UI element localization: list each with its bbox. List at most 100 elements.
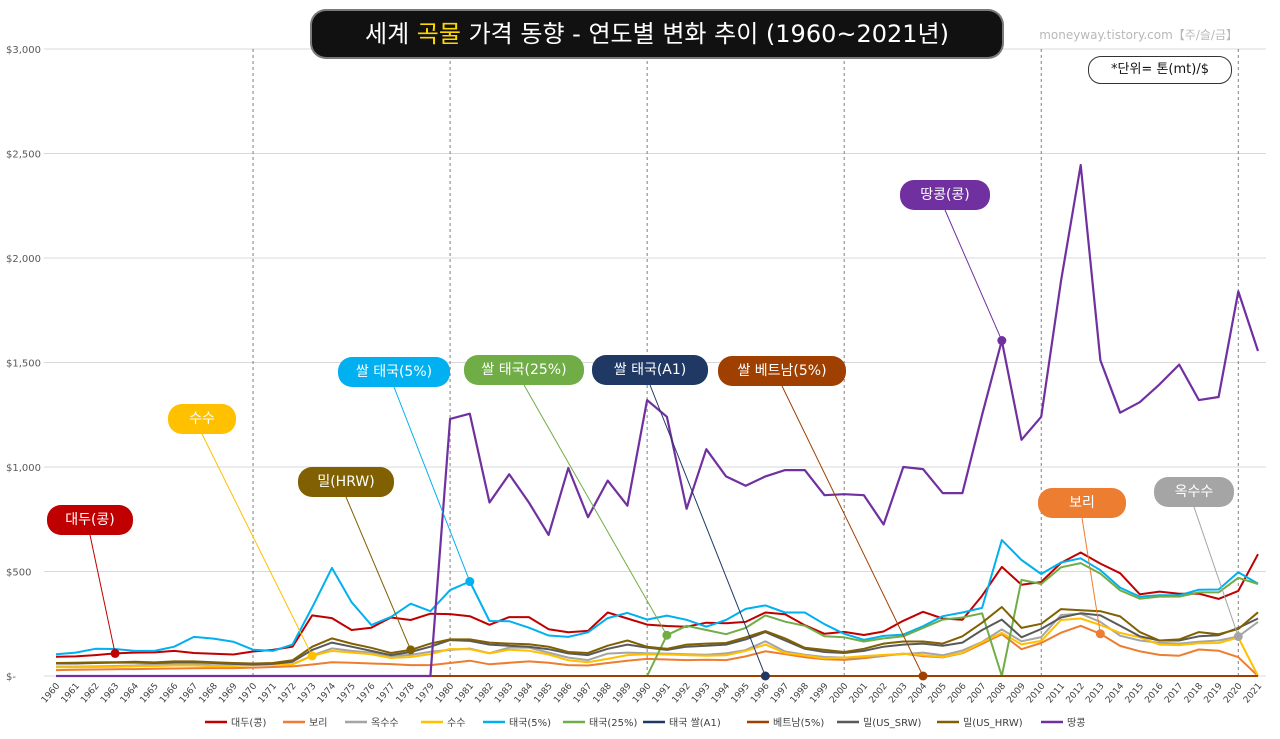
x-tick-label: 2012 (1065, 682, 1087, 706)
callout-dot (918, 671, 928, 681)
x-tick-label: 2019 (1203, 681, 1226, 705)
x-tick-label: 1994 (710, 681, 733, 705)
legend-label: 옥수수 (371, 717, 399, 729)
callout-dot (110, 648, 120, 658)
callout-dot (997, 336, 1007, 346)
x-tick-label: 2020 (1222, 681, 1245, 705)
x-tick-label: 1995 (730, 682, 752, 706)
callout-leader (1193, 506, 1239, 637)
x-tick-label: 1961 (60, 682, 82, 706)
callout-leader (781, 385, 924, 677)
x-tick-label: 1991 (651, 682, 673, 706)
x-tick-label: 1966 (158, 681, 181, 705)
source-label: moneyway.tistory.com【주/슬/금】 (1039, 28, 1238, 42)
x-tick-label: 2018 (1183, 681, 1206, 705)
title-highlight: 곡물 (416, 20, 461, 48)
legend-label: 보리 (309, 717, 327, 729)
x-tick-label: 1986 (552, 681, 575, 705)
title-prefix: 세계 (365, 20, 417, 48)
callout-label: 밀(HRW) (298, 467, 394, 497)
x-tick-label: 2015 (1124, 682, 1146, 706)
callout-label: 쌀 태국(25%) (464, 355, 584, 385)
x-tick-label: 1980 (434, 681, 457, 705)
callout-dot (760, 671, 770, 681)
callout-label: 보리 (1038, 488, 1126, 518)
series-line (55, 606, 1259, 665)
callout-leader (944, 209, 1003, 341)
callout-dot (406, 645, 416, 655)
x-tick-label: 2009 (1005, 681, 1028, 705)
legend-label: 수수 (447, 717, 465, 729)
y-tick-label: $1,000 (6, 463, 41, 474)
callout-label: 쌀 베트남(5%) (718, 356, 846, 386)
x-tick-label: 1970 (237, 681, 260, 705)
callout-leader (1081, 517, 1101, 634)
x-tick-label: 2008 (986, 681, 1009, 705)
y-tick-label: $1,500 (6, 359, 41, 370)
x-tick-label: 1979 (414, 681, 437, 705)
x-tick-label: 2013 (1084, 682, 1106, 706)
x-tick-label: 1982 (473, 682, 495, 706)
chart-title: 세계 곡물 가격 동향 - 연도별 변화 추이 (1960~2021년) (312, 11, 1002, 57)
x-tick-label: 2001 (848, 682, 870, 706)
legend-label: 땅콩 (1067, 717, 1085, 729)
title-suffix: 가격 동향 - 연도별 변화 추이 (1960~2021년) (460, 20, 949, 48)
x-tick-label: 1962 (79, 682, 101, 706)
callout-dot (307, 651, 317, 661)
x-tick-label: 1974 (316, 681, 339, 705)
x-tick-label: 1981 (454, 682, 476, 706)
x-tick-label: 1973 (296, 682, 318, 706)
legend-label: 베트남(5%) (773, 717, 824, 729)
callout-label: 쌀 태국(A1) (592, 355, 708, 385)
x-tick-label: 1984 (513, 681, 536, 705)
x-tick-label: 1976 (355, 681, 378, 705)
x-tick-label: 1963 (99, 682, 121, 706)
callout-label: 쌀 태국(5%) (338, 357, 450, 387)
callout-label: 옥수수 (1154, 477, 1234, 507)
x-tick-label: 1960 (40, 681, 63, 705)
y-tick-label: $2,000 (6, 254, 41, 265)
x-tick-label: 1985 (533, 682, 555, 706)
callout-label: 대두(콩) (47, 505, 133, 535)
y-tick-label: $- (6, 672, 16, 683)
legend-label: 밀(US_HRW) (963, 717, 1023, 729)
y-tick-label: $3,000 (6, 45, 41, 56)
y-tick-label: $2,500 (6, 150, 41, 161)
x-tick-label: 2005 (927, 682, 949, 706)
callout-leader (89, 534, 116, 654)
x-tick-label: 1997 (769, 682, 791, 706)
x-tick-label: 1965 (138, 682, 160, 706)
x-tick-label: 1992 (670, 682, 692, 706)
callout-label: 수수 (168, 404, 236, 434)
callout-dot (662, 630, 672, 640)
x-tick-label: 1967 (178, 682, 200, 706)
legend-label: 태국 쌀(A1) (669, 717, 721, 729)
series-line (55, 624, 1259, 677)
legend-label: 밀(US_SRW) (863, 717, 922, 729)
x-tick-label: 2000 (828, 681, 851, 705)
x-tick-label: 2016 (1143, 681, 1166, 705)
x-tick-label: 2021 (1242, 682, 1264, 706)
y-tick-label: $500 (6, 568, 31, 579)
x-tick-label: 2017 (1163, 682, 1185, 706)
x-tick-label: 1964 (119, 681, 142, 705)
x-tick-label: 1989 (611, 681, 634, 705)
x-tick-label: 2010 (1025, 681, 1048, 705)
x-tick-label: 2011 (1045, 682, 1067, 706)
callout-leader (523, 384, 668, 636)
callout-leader (393, 386, 471, 582)
x-tick-label: 1987 (572, 682, 594, 706)
x-tick-label: 1990 (631, 681, 654, 705)
x-tick-label: 1993 (690, 682, 712, 706)
x-tick-label: 2002 (868, 682, 890, 706)
x-tick-label: 2006 (946, 681, 969, 705)
x-tick-label: 1975 (335, 682, 357, 706)
series-line (55, 539, 1259, 656)
unit-label: *단위= 톤(mt)/$ (1088, 56, 1232, 84)
callout-leader (649, 384, 766, 677)
x-tick-label: 1977 (375, 682, 397, 706)
x-tick-label: 2007 (966, 682, 988, 706)
legend-label: 태국(25%) (589, 717, 638, 729)
